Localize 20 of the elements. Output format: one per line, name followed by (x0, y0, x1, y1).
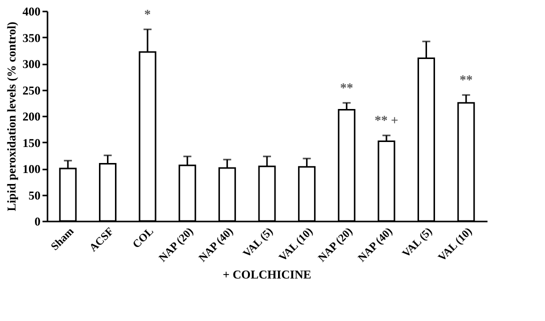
x-tick-label: VAL (10) (276, 225, 316, 264)
annotation: ** (340, 80, 354, 95)
x-tick-label: VAL (10) (436, 225, 475, 264)
y-tick-label: 200 (22, 110, 40, 124)
annotation: ** (460, 72, 473, 87)
y-tick-label: 250 (22, 83, 40, 98)
y-tick-label: 400 (22, 4, 40, 18)
y-tick-label: 0 (34, 214, 40, 228)
y-tick-label: 50 (28, 188, 40, 202)
y-tick-label: 150 (22, 136, 40, 150)
x-tick-label: COL (130, 226, 156, 251)
y-tick-label: 100 (22, 162, 40, 176)
x-tick-label: VAL (5) (400, 225, 435, 260)
y-tick-label: 300 (22, 57, 40, 71)
text: + COLCHICINE (222, 268, 312, 282)
y-tick-label: 350 (22, 30, 40, 45)
annotation: ** + (374, 112, 398, 128)
x-tick-label: VAL (5) (240, 225, 276, 260)
annotation: * (144, 6, 151, 22)
y-axis-title: Lipid peroxidation levels (% control) (4, 22, 18, 212)
